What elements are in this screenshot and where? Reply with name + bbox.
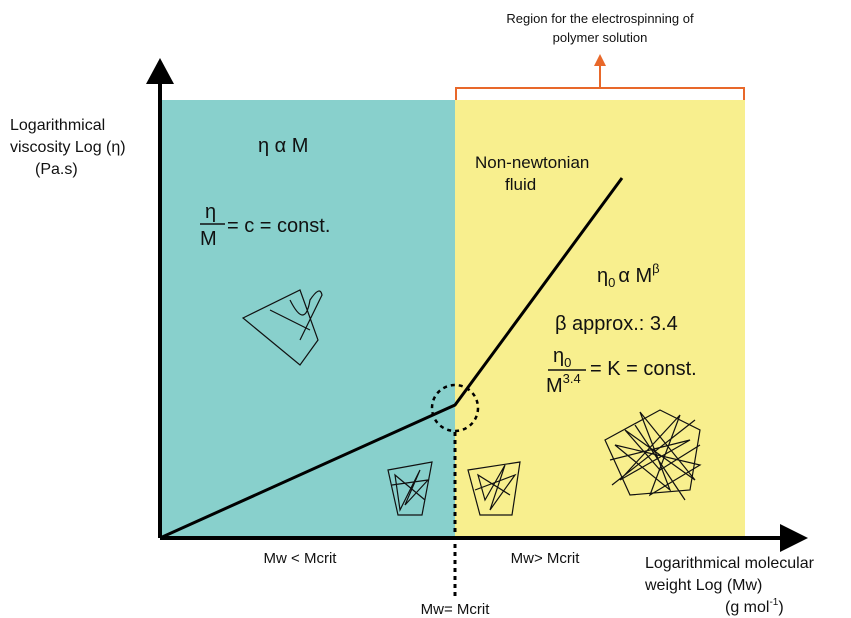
beta-label: β approx.: 3.4 (555, 313, 678, 335)
y-axis-label: Logarithmical (10, 117, 105, 134)
region-bracket (456, 88, 744, 100)
region-label: Mw> Mcrit (511, 550, 581, 567)
ratio-numerator: η (205, 201, 216, 223)
ratio-denominator: M (200, 228, 217, 250)
x-axis-unit: (g mol-1) (725, 597, 784, 616)
region-label: Mw < Mcrit (264, 550, 338, 567)
y-axis-arrow (146, 58, 174, 84)
annotation-arrowhead (594, 54, 606, 66)
fluid-label: Non-newtonian (475, 153, 589, 172)
y-axis-label: viscosity Log (η) (10, 139, 126, 156)
y-axis-label: (Pa.s) (35, 161, 78, 178)
annotation: polymer solution (553, 30, 648, 45)
x-axis-label: Logarithmical molecular (645, 555, 815, 572)
critical-label: Mw= Mcrit (421, 601, 491, 618)
x-axis-arrow (780, 524, 808, 552)
diagram: Region for the electrospinning of polyme… (0, 0, 851, 618)
ratio-rest: = K = const. (590, 358, 697, 380)
relation: η α M (258, 135, 308, 157)
x-axis-label: weight Log (Mw) (644, 577, 762, 594)
ratio-rest: = c = const. (227, 215, 330, 237)
fluid-label: fluid (505, 175, 536, 194)
annotation: Region for the electrospinning of (506, 11, 694, 26)
